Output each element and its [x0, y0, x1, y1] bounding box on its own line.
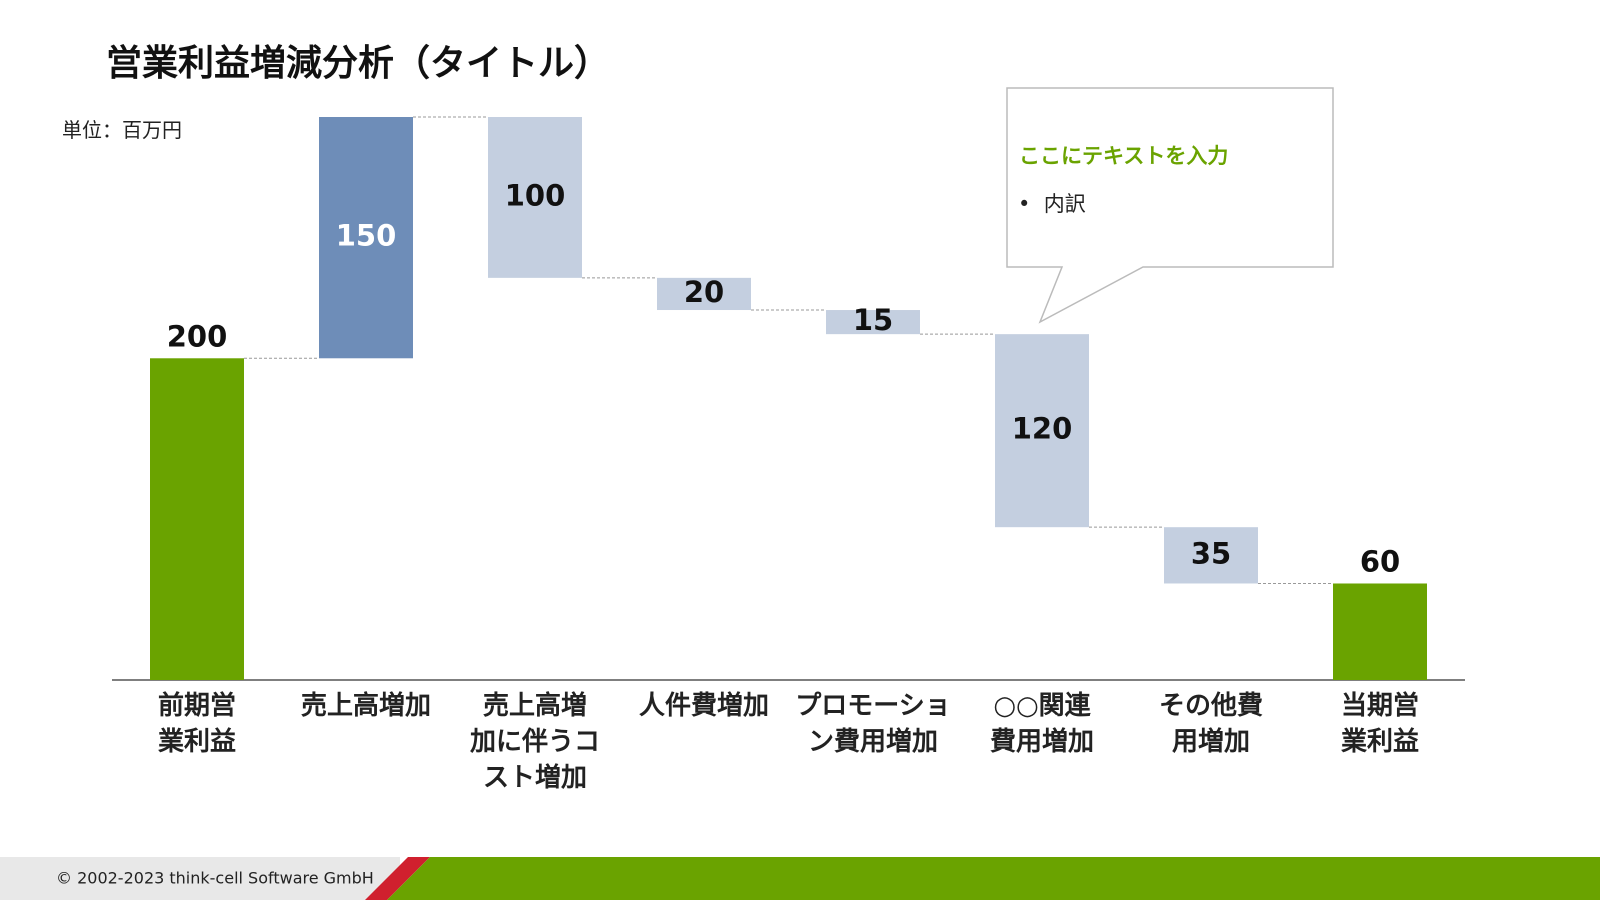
footer-green [387, 857, 1600, 900]
callout-box [1006, 87, 1334, 324]
x-tick-label: その他費 用増加 [1158, 691, 1263, 757]
bar [319, 117, 413, 359]
bar [657, 277, 751, 311]
footer-band [0, 857, 400, 900]
callout-title: ここにテキストを入力 [1019, 144, 1229, 168]
value-label: 200 [167, 319, 228, 353]
value-label: 20 [684, 275, 724, 309]
x-tick-label: 売上高増 加に伴うコ スト増加 [469, 691, 600, 793]
x-tick-label: 当期営 業利益 [1340, 691, 1419, 757]
bar [826, 310, 920, 335]
bar [150, 358, 244, 680]
value-label: 35 [1191, 536, 1231, 570]
value-label: 150 [336, 219, 397, 253]
footer-accent [365, 857, 430, 900]
bar [488, 117, 582, 278]
unit-label: 単位：百万円 [62, 118, 182, 142]
callout-bullet: • 内訳 [1018, 192, 1086, 216]
bar [1333, 583, 1427, 680]
chart-title: 営業利益増減分析（タイトル） [106, 43, 611, 84]
x-tick-label: 人件費増加 [638, 691, 769, 721]
bar [1164, 527, 1258, 584]
x-tick-label: 売上高増加 [300, 691, 431, 721]
x-tick-label: ○○関連 費用増加 [989, 691, 1094, 757]
value-label: 60 [1360, 544, 1400, 578]
x-tick-label: 前期営 業利益 [157, 691, 236, 757]
value-label: 100 [505, 178, 566, 212]
value-label: 120 [1012, 412, 1073, 446]
callout-bullet-text: 内訳 [1043, 192, 1086, 216]
value-label: 15 [853, 303, 893, 337]
x-tick-label: プロモーショ ン費用増加 [795, 691, 951, 757]
footer-text: © 2002-2023 think-cell Software GmbH [56, 869, 374, 888]
bar [995, 334, 1089, 528]
